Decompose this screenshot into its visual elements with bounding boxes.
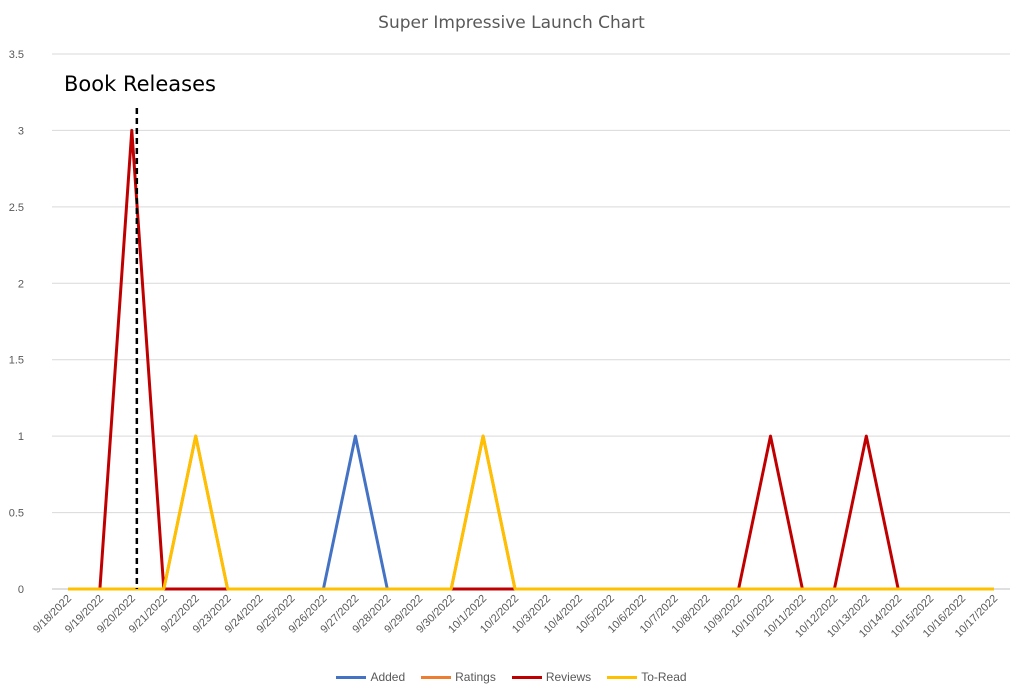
legend-item: To-Read: [607, 670, 687, 684]
chart-title: Super Impressive Launch Chart: [378, 13, 645, 33]
y-tick-label: 2.5: [9, 202, 24, 214]
legend-label: Ratings: [455, 670, 496, 684]
y-tick-label: 1: [18, 431, 24, 443]
legend-label: Reviews: [545, 670, 592, 684]
legend-label: To-Read: [641, 670, 687, 684]
legend-label: Added: [370, 670, 406, 684]
legend: Added Ratings Reviews To-Read: [0, 670, 1023, 684]
y-tick-label: 0.5: [9, 508, 24, 520]
y-tick-label: 1.5: [9, 355, 24, 367]
y-tick-label: 3.5: [9, 49, 24, 61]
legend-item: Ratings: [421, 670, 496, 684]
legend-swatch: [421, 675, 452, 679]
y-tick-label: 3: [18, 125, 24, 137]
legend-item: Added: [336, 670, 405, 684]
series-line-to-read: [68, 434, 994, 591]
y-tick-label: 0: [18, 584, 24, 596]
y-tick-label: 2: [18, 278, 24, 290]
legend-swatch: [511, 675, 542, 679]
legend-swatch: [336, 675, 367, 679]
annotation-label: Book Releases: [64, 72, 216, 96]
legend-item: Reviews: [511, 670, 592, 684]
legend-swatch: [607, 675, 638, 679]
